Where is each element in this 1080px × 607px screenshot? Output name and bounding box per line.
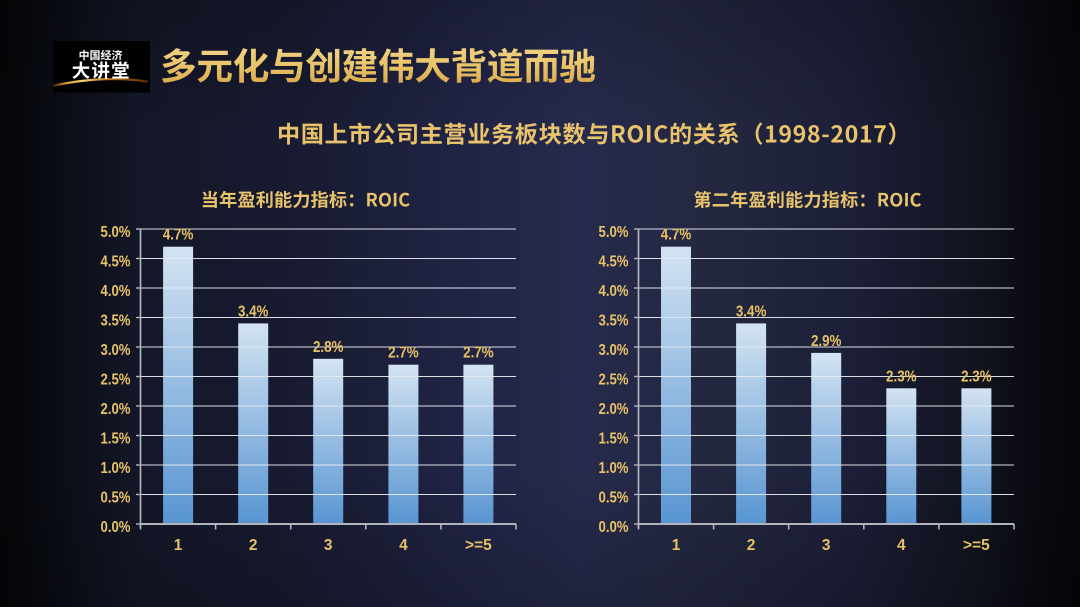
svg-text:2.3%: 2.3% — [886, 368, 917, 385]
svg-text:>=5: >=5 — [963, 537, 990, 554]
svg-text:3.4%: 3.4% — [736, 303, 767, 320]
svg-text:1.5%: 1.5% — [101, 431, 131, 448]
svg-text:0.0%: 0.0% — [599, 519, 629, 536]
svg-text:0.0%: 0.0% — [101, 519, 131, 536]
svg-text:2: 2 — [249, 537, 258, 554]
svg-text:2.5%: 2.5% — [101, 372, 131, 389]
svg-text:1.0%: 1.0% — [101, 460, 131, 477]
svg-text:1.5%: 1.5% — [599, 431, 629, 448]
svg-text:2.3%: 2.3% — [961, 368, 992, 385]
svg-text:>=5: >=5 — [465, 537, 492, 554]
svg-text:3: 3 — [324, 537, 333, 554]
svg-text:4: 4 — [399, 537, 408, 554]
svg-text:2.0%: 2.0% — [599, 401, 629, 418]
svg-text:3: 3 — [822, 537, 831, 554]
svg-text:4.0%: 4.0% — [599, 283, 629, 300]
svg-text:2.7%: 2.7% — [388, 345, 419, 362]
svg-text:2.0%: 2.0% — [101, 401, 131, 418]
svg-text:4: 4 — [897, 537, 906, 554]
svg-text:1.0%: 1.0% — [599, 460, 629, 477]
svg-text:4.5%: 4.5% — [101, 254, 131, 271]
svg-text:1: 1 — [672, 537, 681, 554]
svg-text:3.5%: 3.5% — [101, 313, 131, 330]
svg-text:4.0%: 4.0% — [101, 283, 131, 300]
svg-text:2.5%: 2.5% — [599, 372, 629, 389]
svg-text:1: 1 — [174, 537, 183, 554]
svg-text:4.7%: 4.7% — [163, 227, 194, 244]
svg-text:2: 2 — [747, 537, 756, 554]
svg-text:4.7%: 4.7% — [661, 227, 692, 244]
svg-text:3.5%: 3.5% — [599, 313, 629, 330]
svg-text:5.0%: 5.0% — [101, 224, 131, 241]
svg-text:0.5%: 0.5% — [599, 490, 629, 507]
svg-text:0.5%: 0.5% — [101, 490, 131, 507]
svg-text:2.7%: 2.7% — [463, 345, 494, 362]
svg-text:3.4%: 3.4% — [238, 303, 269, 320]
svg-text:2.8%: 2.8% — [313, 339, 344, 356]
svg-text:2.9%: 2.9% — [811, 333, 842, 350]
svg-text:3.0%: 3.0% — [101, 342, 131, 359]
svg-text:3.0%: 3.0% — [599, 342, 629, 359]
svg-text:4.5%: 4.5% — [599, 254, 629, 271]
svg-text:5.0%: 5.0% — [599, 224, 629, 241]
